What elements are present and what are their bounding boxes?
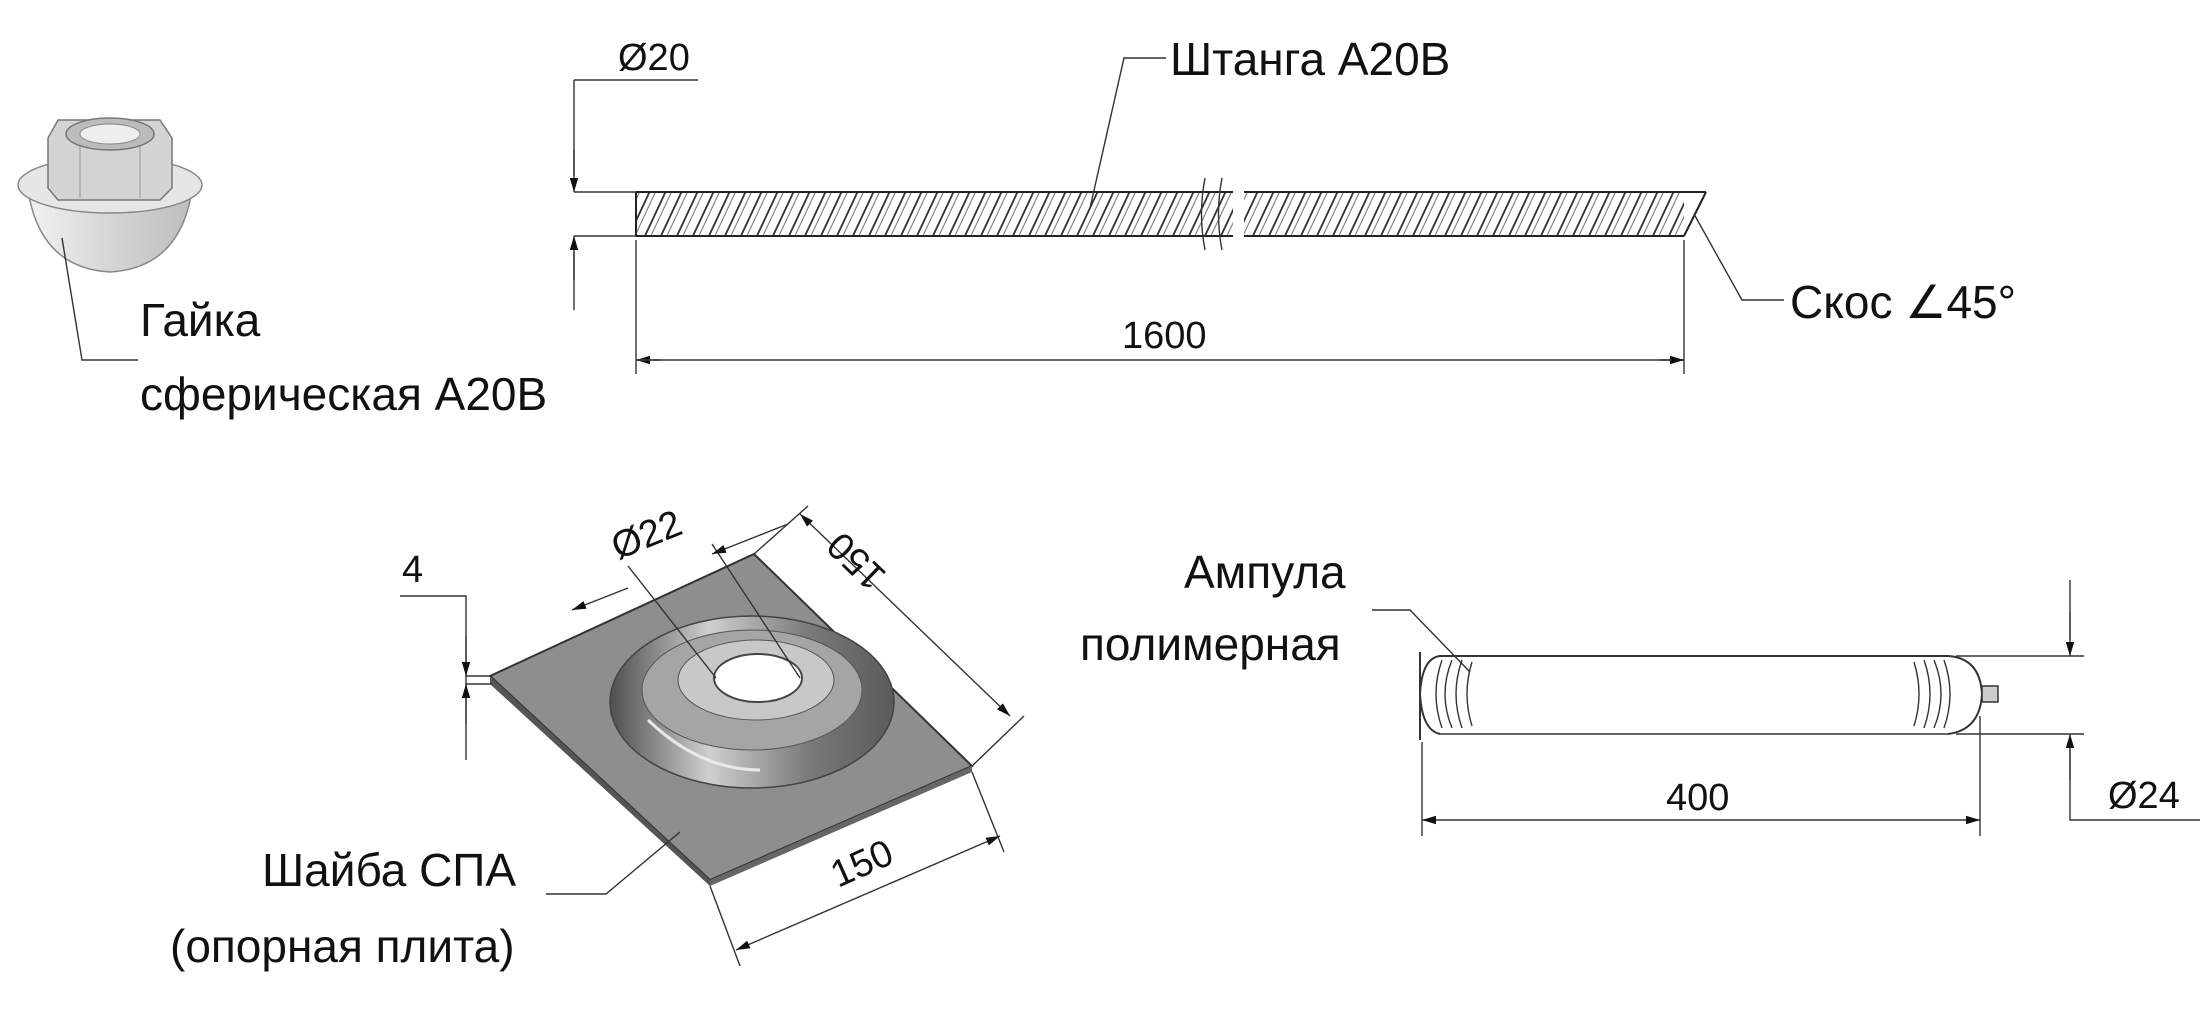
plate-thickness-dimension: 4	[402, 549, 423, 591]
rod-diameter-extension	[573, 80, 636, 310]
plate-side-dimension-line-a	[799, 513, 1011, 717]
washer-leader-line	[546, 831, 681, 895]
nut-label-line2: сферическая А20В	[140, 368, 547, 420]
hole-diameter-dimension: Ø22	[606, 502, 688, 568]
ampoule-length-dimension: 400	[1666, 777, 1729, 819]
hole-diameter-dimension-line	[711, 523, 789, 555]
washer-label-line2: (опорная плита)	[170, 920, 515, 972]
plate-side-dimension-b: 150	[825, 832, 900, 896]
threaded-rod	[635, 177, 1707, 251]
washer-label-line1: Шайба СПА	[262, 844, 516, 896]
rod-label: Штанга А20В	[1170, 33, 1450, 85]
spherical-nut	[17, 117, 203, 273]
ampoule-leader-line	[1372, 609, 1471, 673]
rod-length-dimension: 1600	[1122, 315, 1207, 357]
plate-side-dimension-line-b	[735, 835, 1001, 951]
ampoule-label-line2: полимерная	[1080, 618, 1341, 670]
rod-break-mark	[1200, 177, 1223, 251]
nut-leader-line	[61, 237, 138, 361]
ampoule-label-line1: Ампула	[1184, 546, 1346, 598]
ampoule-diameter-dimension: Ø24	[2108, 775, 2180, 817]
support-plate	[488, 552, 974, 886]
nut-label-line1: Гайка	[140, 294, 261, 346]
rod-leader-line	[1089, 57, 1166, 209]
plate-side-dimension-a: 150	[819, 523, 894, 597]
bevel-leader-line	[1693, 213, 1784, 301]
polymer-ampoule	[1418, 652, 1999, 740]
bevel-label: Скос ∠45°	[1790, 276, 2016, 328]
rod-diameter-dimension: Ø20	[618, 37, 690, 79]
